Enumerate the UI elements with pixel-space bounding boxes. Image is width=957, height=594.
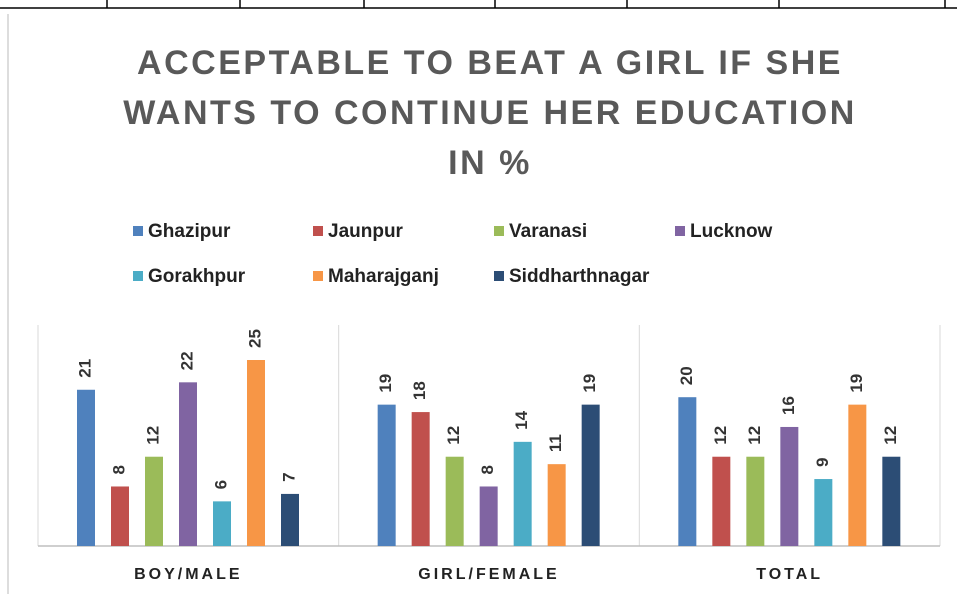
legend-label: Ghazipur [148, 221, 231, 242]
x-tick-label: GIRL/FEMALE [418, 566, 559, 583]
value-label: 6 [211, 480, 230, 489]
legend-swatch [313, 271, 323, 281]
bar [445, 456, 464, 546]
chart-title: ACCEPTABLE TO BEAT A GIRL IF SHE WANTS T… [123, 44, 857, 182]
value-label: 12 [711, 426, 730, 445]
bar [581, 404, 600, 546]
value-label: 19 [376, 374, 395, 393]
value-label: 19 [847, 374, 866, 393]
x-tick-label: BOY/MALE [134, 566, 242, 583]
value-label: 16 [779, 396, 798, 415]
bar [479, 486, 498, 546]
bar [814, 479, 833, 546]
legend-label: Gorakhpur [148, 266, 246, 287]
legend-swatch [494, 271, 504, 281]
value-label: 8 [109, 465, 128, 474]
value-label: 21 [75, 359, 94, 378]
bar [746, 456, 765, 546]
value-label: 8 [478, 465, 497, 474]
bar [145, 456, 163, 546]
bar [513, 441, 532, 546]
bar [111, 486, 129, 546]
value-label: 18 [410, 381, 429, 400]
value-label: 7 [279, 472, 298, 481]
value-label: 19 [580, 374, 599, 393]
bar [411, 412, 430, 546]
legend-label: Maharajganj [328, 266, 439, 287]
legend-label: Lucknow [690, 221, 773, 242]
bar [848, 404, 867, 546]
value-label: 12 [745, 426, 764, 445]
value-label: 14 [512, 410, 531, 429]
legend-swatch [675, 226, 685, 236]
bar [77, 389, 95, 546]
bar [213, 501, 231, 546]
legend-swatch [494, 226, 504, 236]
legend-swatch [133, 226, 143, 236]
table-border [0, 0, 957, 9]
value-label: 12 [143, 426, 162, 445]
bar [780, 426, 799, 546]
bar [281, 493, 299, 546]
value-label: 22 [177, 351, 196, 370]
value-label: 20 [677, 366, 696, 385]
bar [179, 382, 197, 546]
bar [678, 397, 697, 546]
x-tick-label: TOTAL [756, 566, 823, 583]
value-label: 11 [546, 434, 565, 452]
legend-label: Jaunpur [328, 221, 404, 242]
bar [377, 404, 396, 546]
value-label: 12 [444, 426, 463, 445]
legend-swatch [313, 226, 323, 236]
legend-swatch [133, 271, 143, 281]
value-label: 25 [245, 329, 264, 348]
legend-label: Varanasi [509, 221, 587, 242]
value-label: 12 [881, 426, 900, 445]
legend-label: Siddharthnagar [509, 266, 650, 287]
bar [247, 360, 265, 546]
bar [547, 464, 566, 546]
bar [882, 456, 901, 546]
value-label: 9 [813, 458, 832, 467]
bar [712, 456, 731, 546]
